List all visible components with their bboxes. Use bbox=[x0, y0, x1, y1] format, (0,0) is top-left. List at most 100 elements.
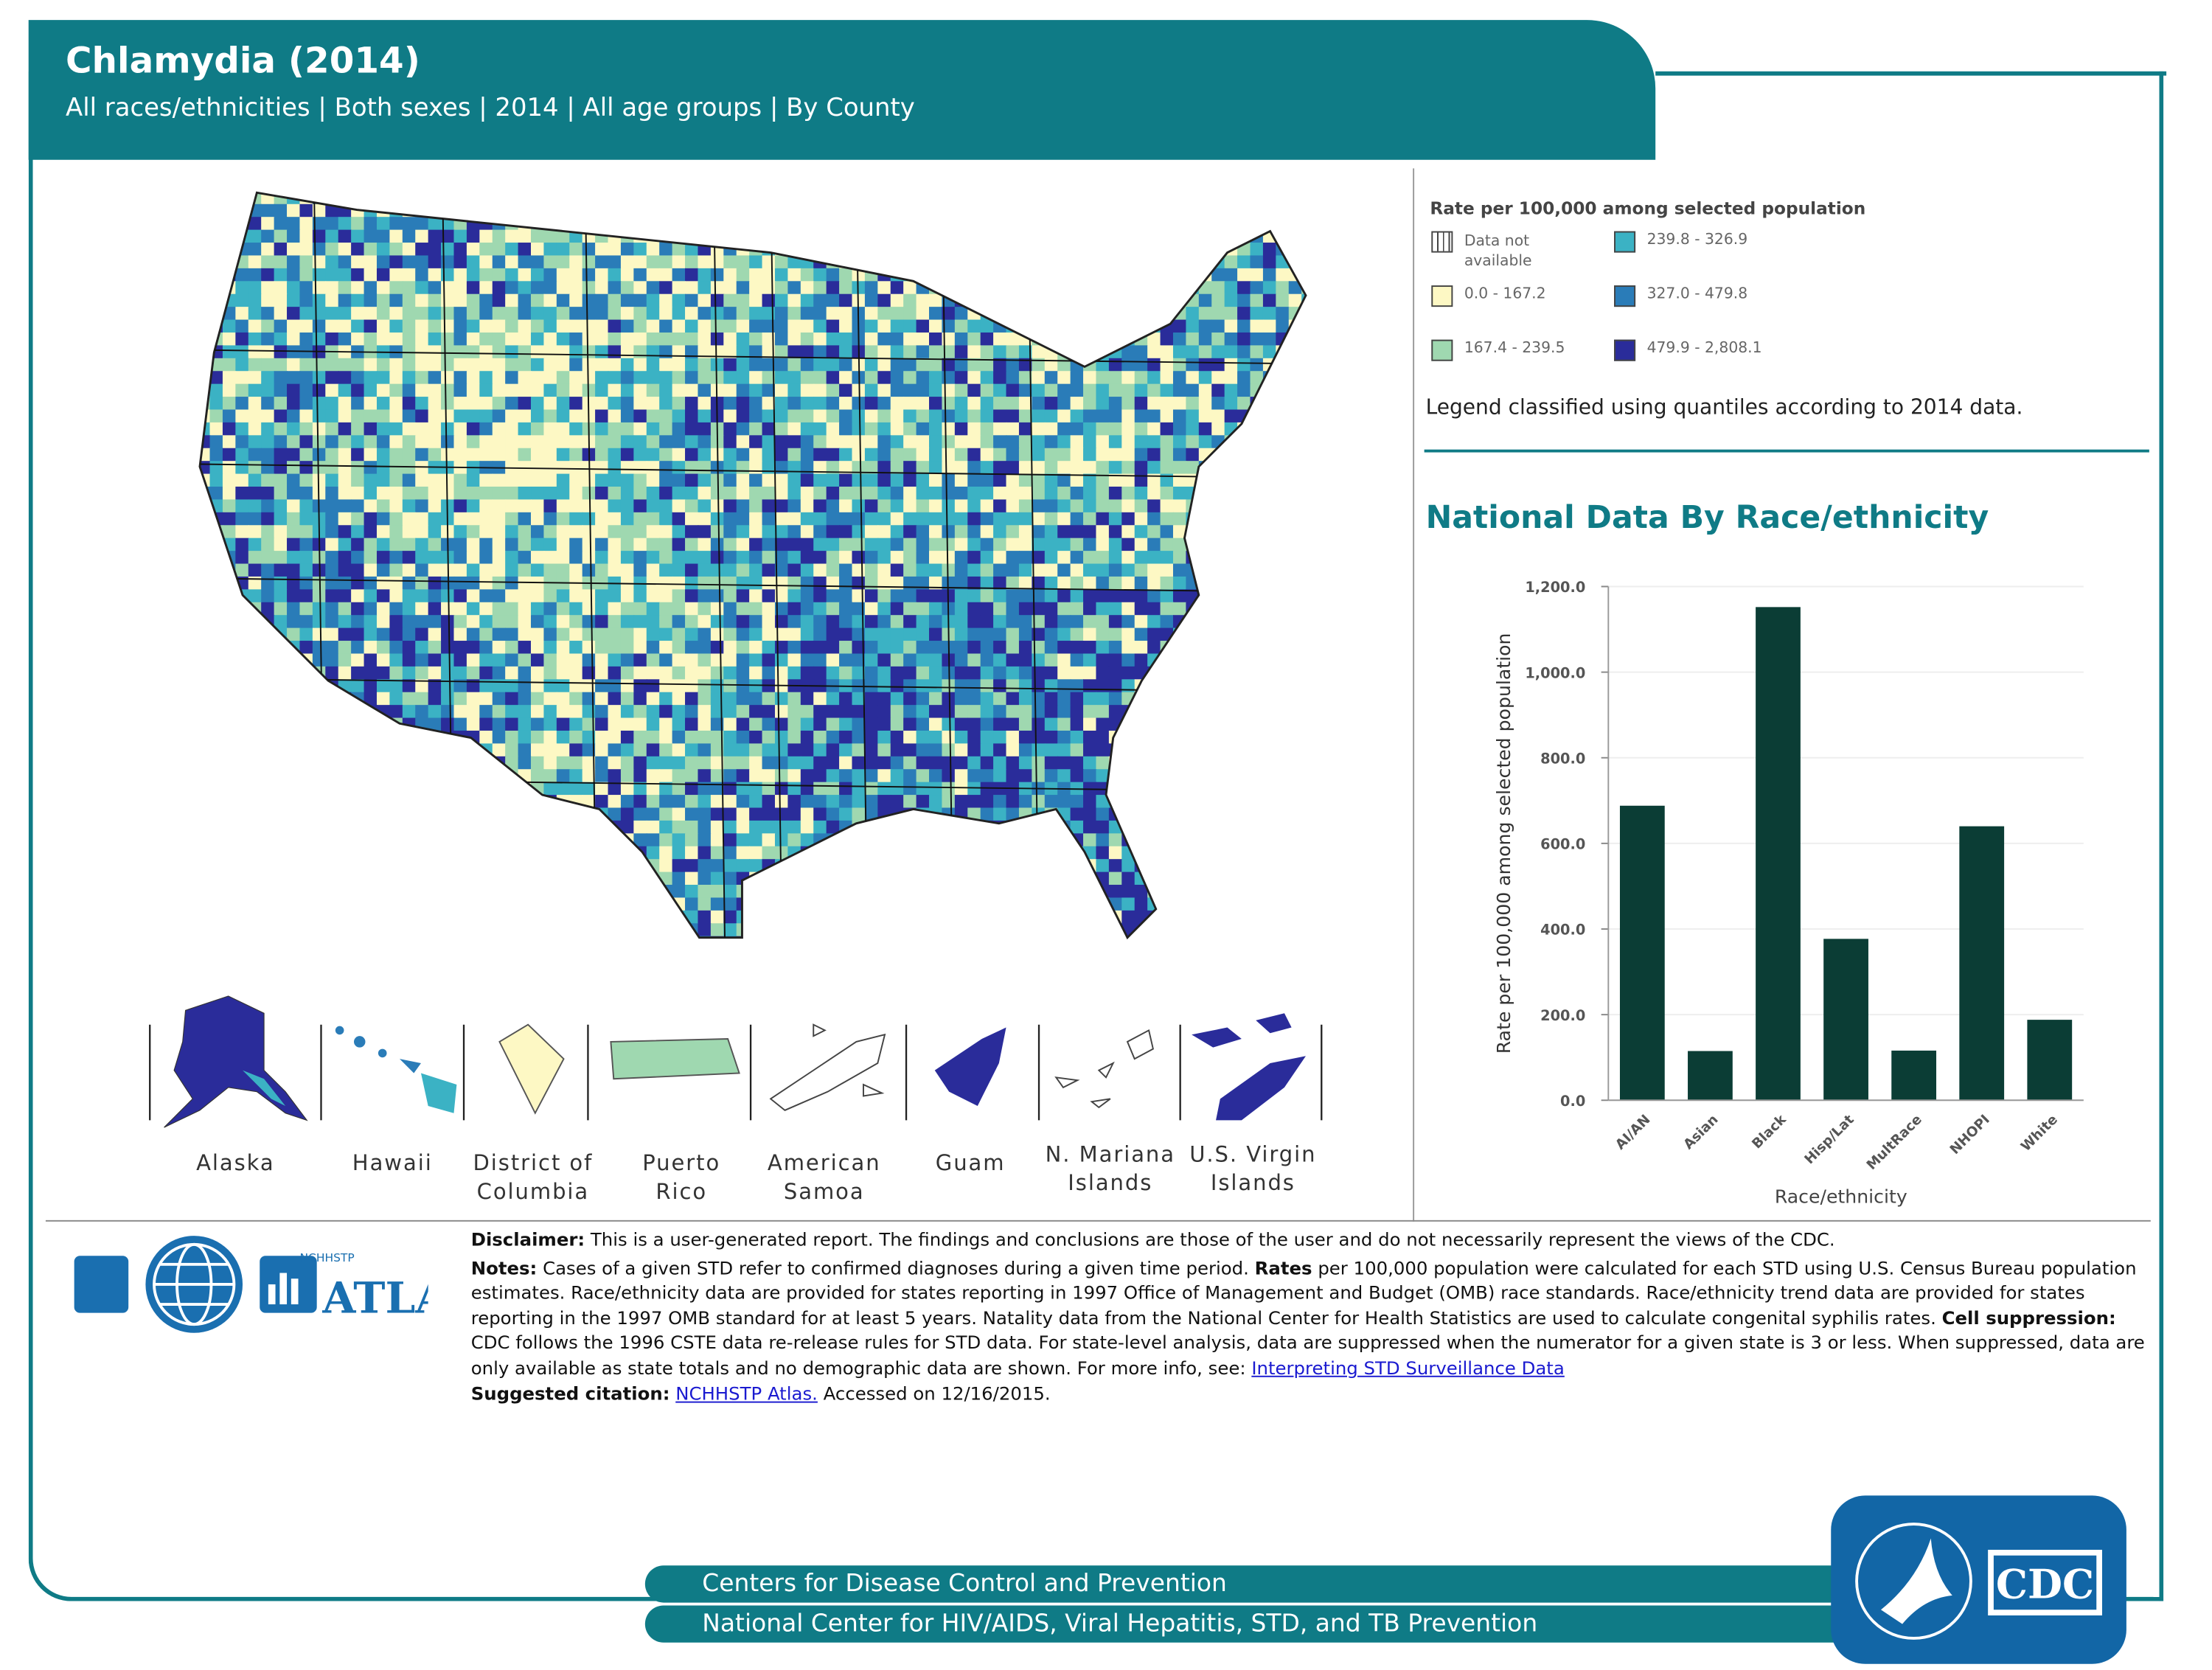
county-cell[interactable] bbox=[826, 653, 841, 667]
county-cell[interactable] bbox=[839, 717, 853, 731]
county-cell[interactable] bbox=[376, 358, 391, 372]
county-cell[interactable] bbox=[1134, 268, 1149, 282]
county-cell[interactable] bbox=[890, 795, 905, 809]
county-cell[interactable] bbox=[1262, 705, 1277, 719]
county-cell[interactable] bbox=[1006, 307, 1020, 321]
county-cell[interactable] bbox=[1186, 627, 1200, 642]
county-cell[interactable] bbox=[569, 461, 583, 475]
county-cell[interactable] bbox=[633, 871, 647, 886]
county-cell[interactable] bbox=[916, 345, 930, 359]
county-cell[interactable] bbox=[813, 692, 827, 706]
county-cell[interactable] bbox=[993, 229, 1007, 244]
county-cell[interactable] bbox=[1057, 871, 1071, 886]
county-cell[interactable] bbox=[736, 653, 751, 667]
county-cell[interactable] bbox=[402, 229, 417, 244]
county-cell[interactable] bbox=[453, 885, 467, 899]
county-cell[interactable] bbox=[518, 525, 532, 539]
county-cell[interactable] bbox=[364, 717, 378, 731]
county-cell[interactable] bbox=[299, 487, 313, 501]
county-cell[interactable] bbox=[184, 615, 198, 628]
county-cell[interactable] bbox=[608, 243, 622, 257]
county-cell[interactable] bbox=[1198, 615, 1213, 629]
county-cell[interactable] bbox=[672, 589, 686, 603]
county-cell[interactable] bbox=[222, 756, 237, 770]
county-cell[interactable] bbox=[1186, 255, 1200, 269]
county-cell[interactable] bbox=[1301, 422, 1315, 436]
county-cell[interactable] bbox=[1096, 820, 1110, 835]
county-cell[interactable] bbox=[710, 371, 725, 385]
county-cell[interactable] bbox=[222, 371, 237, 385]
county-cell[interactable] bbox=[428, 563, 442, 577]
county-cell[interactable] bbox=[787, 293, 801, 308]
county-cell[interactable] bbox=[1121, 666, 1135, 681]
county-cell[interactable] bbox=[1134, 846, 1149, 860]
county-cell[interactable] bbox=[774, 499, 789, 513]
county-cell[interactable] bbox=[890, 705, 905, 719]
county-cell[interactable] bbox=[890, 551, 905, 565]
county-cell[interactable] bbox=[518, 705, 532, 719]
county-cell[interactable] bbox=[1250, 255, 1264, 269]
county-cell[interactable] bbox=[1083, 743, 1097, 757]
county-cell[interactable] bbox=[505, 602, 519, 616]
county-cell[interactable] bbox=[942, 307, 956, 321]
county-cell[interactable] bbox=[376, 795, 391, 809]
county-cell[interactable] bbox=[261, 756, 275, 770]
county-cell[interactable] bbox=[685, 705, 699, 719]
county-cell[interactable] bbox=[1288, 537, 1303, 552]
county-cell[interactable] bbox=[171, 358, 184, 372]
county-cell[interactable] bbox=[698, 512, 712, 526]
county-cell[interactable] bbox=[1006, 243, 1020, 257]
county-cell[interactable] bbox=[1083, 473, 1097, 487]
county-cell[interactable] bbox=[1006, 178, 1020, 192]
county-cell[interactable] bbox=[1070, 512, 1085, 526]
county-cell[interactable] bbox=[389, 243, 403, 257]
county-cell[interactable] bbox=[505, 358, 519, 372]
county-cell[interactable] bbox=[466, 435, 481, 449]
county-cell[interactable] bbox=[1070, 692, 1085, 706]
county-cell[interactable] bbox=[351, 435, 365, 449]
county-cell[interactable] bbox=[556, 563, 571, 577]
county-cell[interactable] bbox=[1108, 473, 1123, 487]
county-cell[interactable] bbox=[736, 281, 751, 295]
county-cell[interactable] bbox=[774, 563, 789, 577]
county-cell[interactable] bbox=[184, 512, 198, 526]
county-cell[interactable] bbox=[479, 229, 493, 244]
county-cell[interactable] bbox=[1224, 833, 1239, 847]
county-cell[interactable] bbox=[800, 627, 815, 642]
county-cell[interactable] bbox=[1147, 692, 1161, 706]
county-cell[interactable] bbox=[1006, 705, 1020, 719]
county-cell[interactable] bbox=[261, 717, 275, 731]
county-cell[interactable] bbox=[993, 885, 1007, 899]
county-cell[interactable] bbox=[954, 859, 969, 873]
county-cell[interactable] bbox=[826, 422, 841, 436]
county-cell[interactable] bbox=[351, 383, 365, 398]
county-cell[interactable] bbox=[993, 666, 1007, 681]
county-cell[interactable] bbox=[1121, 345, 1135, 359]
county-cell[interactable] bbox=[800, 782, 815, 796]
county-cell[interactable] bbox=[556, 512, 571, 526]
county-cell[interactable] bbox=[672, 358, 686, 372]
county-cell[interactable] bbox=[774, 833, 789, 847]
county-cell[interactable] bbox=[864, 537, 879, 552]
county-cell[interactable] bbox=[338, 512, 352, 526]
county-cell[interactable] bbox=[1262, 653, 1277, 667]
county-cell[interactable] bbox=[595, 782, 609, 796]
county-cell[interactable] bbox=[749, 576, 763, 591]
county-cell[interactable] bbox=[325, 885, 339, 899]
county-cell[interactable] bbox=[556, 422, 571, 436]
county-cell[interactable] bbox=[1160, 743, 1174, 757]
county-cell[interactable] bbox=[1262, 461, 1277, 475]
county-cell[interactable] bbox=[736, 229, 751, 244]
county-cell[interactable] bbox=[916, 422, 930, 436]
county-cell[interactable] bbox=[1018, 537, 1033, 552]
county-cell[interactable] bbox=[556, 473, 571, 487]
county-cell[interactable] bbox=[543, 268, 557, 282]
county-cell[interactable] bbox=[569, 756, 583, 770]
county-cell[interactable] bbox=[890, 885, 905, 899]
county-cell[interactable] bbox=[813, 293, 827, 308]
county-cell[interactable] bbox=[171, 333, 184, 346]
county-cell[interactable] bbox=[287, 268, 301, 282]
county-cell[interactable] bbox=[364, 383, 378, 398]
county-cell[interactable] bbox=[364, 756, 378, 770]
county-cell[interactable] bbox=[954, 589, 969, 603]
